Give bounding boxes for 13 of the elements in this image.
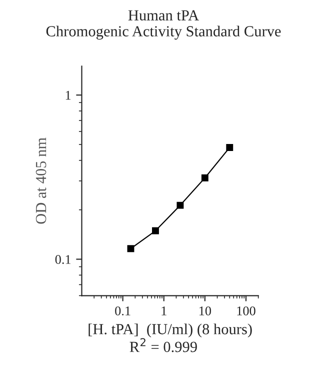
- point: [176, 202, 184, 209]
- x-tick-label: 1: [162, 306, 166, 316]
- point: [226, 144, 234, 151]
- point: [127, 245, 134, 252]
- x-tick-label: 10: [199, 306, 212, 316]
- x-tick-label: 100: [237, 306, 256, 316]
- y-axis-title: OD at 405 nm: [36, 138, 46, 224]
- text: R$^{2}$ = 0.999: [130, 338, 197, 352]
- x-axis-title: [H. tPA] (IU/ml) (8 hours): [88, 324, 252, 338]
- point: [152, 227, 159, 234]
- point: [201, 174, 208, 182]
- chart-title: Human tPA Chromogenic Activity Standard Curve: [46, 10, 281, 40]
- x-tick-label: 0.1: [115, 306, 130, 316]
